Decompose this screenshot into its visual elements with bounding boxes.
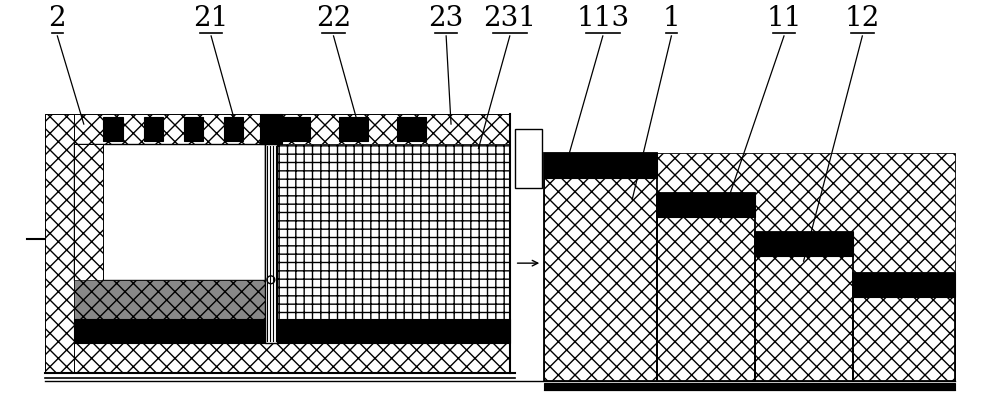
Bar	[74, 319, 265, 344]
Bar	[544, 153, 657, 381]
Bar	[657, 193, 755, 217]
Bar	[265, 144, 277, 344]
Text: 12: 12	[845, 5, 880, 32]
Bar	[397, 117, 426, 141]
Bar	[45, 114, 74, 373]
Bar	[277, 319, 510, 344]
Text: 22: 22	[316, 5, 351, 32]
Bar	[282, 117, 310, 141]
Bar	[277, 144, 510, 319]
Bar	[755, 232, 853, 381]
Bar	[544, 383, 955, 391]
Bar	[544, 153, 955, 381]
Bar	[657, 193, 755, 381]
Bar	[74, 280, 265, 319]
Text: 231: 231	[483, 5, 536, 32]
Bar	[103, 117, 123, 141]
Bar	[260, 114, 282, 144]
Bar	[339, 117, 368, 141]
Bar	[224, 117, 243, 141]
Text: 11: 11	[766, 5, 802, 32]
Text: 113: 113	[576, 5, 629, 32]
Bar	[74, 144, 103, 344]
Bar	[544, 153, 657, 178]
Bar	[853, 273, 955, 381]
Bar	[45, 344, 510, 373]
Bar	[144, 117, 163, 141]
Text: 2: 2	[49, 5, 66, 32]
Text: 21: 21	[193, 5, 229, 32]
Bar	[515, 129, 542, 188]
Text: 1: 1	[663, 5, 680, 32]
Bar	[45, 114, 510, 144]
Bar	[74, 144, 265, 280]
Bar	[184, 117, 203, 141]
Bar	[755, 232, 853, 256]
Bar	[853, 273, 955, 297]
Text: 23: 23	[429, 5, 464, 32]
